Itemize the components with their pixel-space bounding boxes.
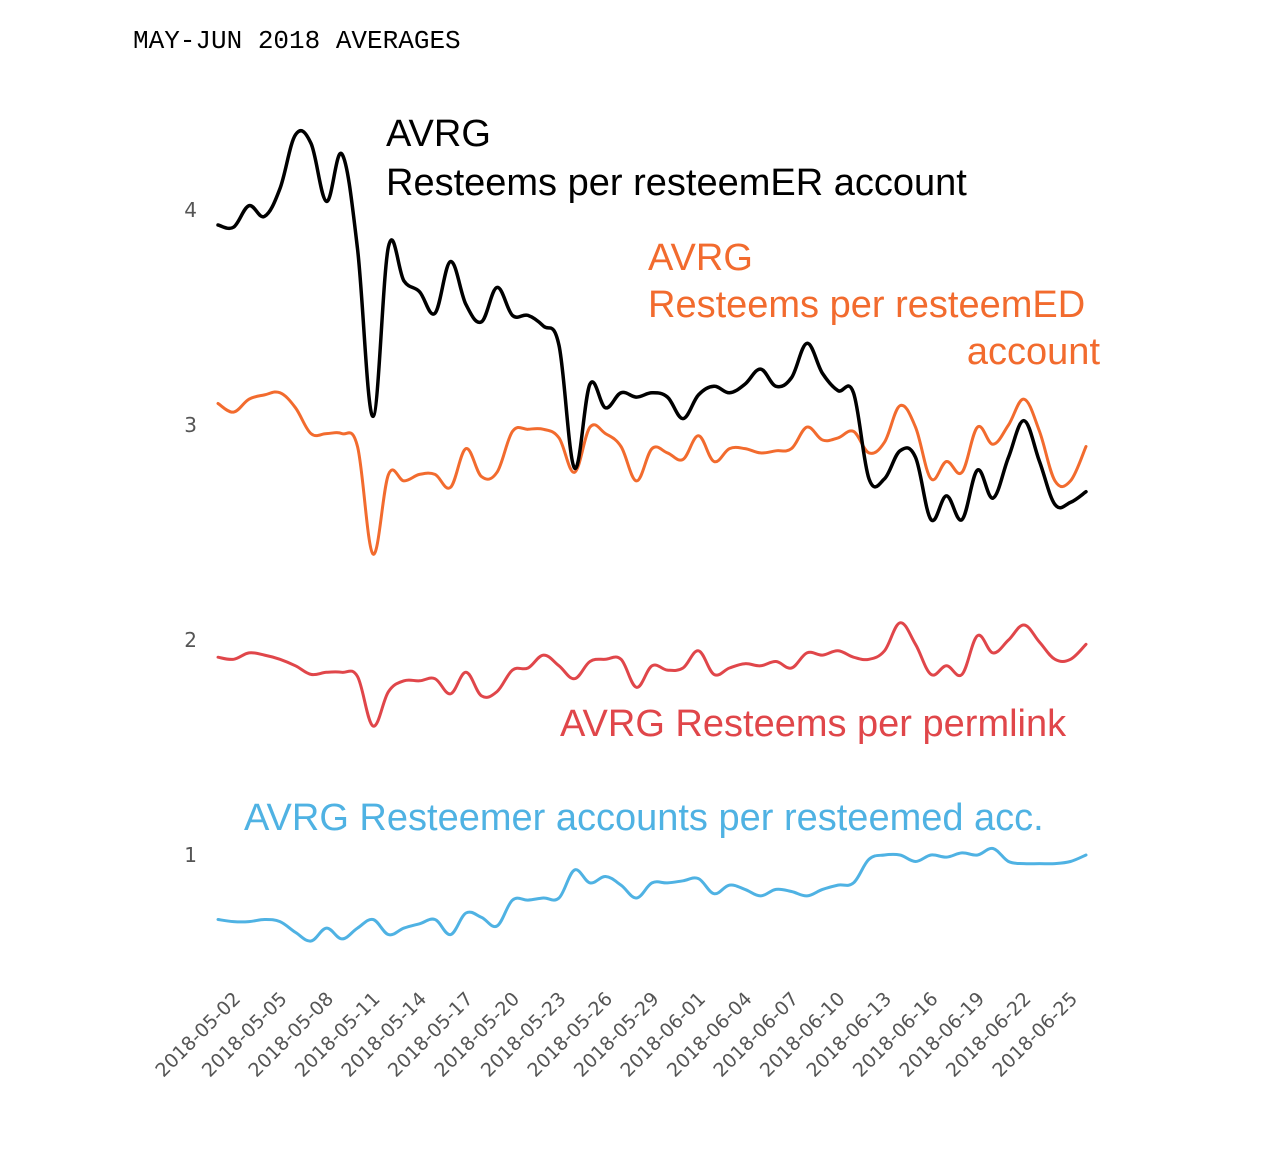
series-label-2-line-2: Resteems per resteemED [648,284,1085,326]
series-label-1-line-2: Resteems per resteemER account [386,162,967,204]
series-line-4 [216,846,1088,943]
series-line-1 [216,129,1088,523]
y-axis-ticks: 1 2 3 4 [184,198,197,867]
y-tick-label: 1 [184,843,197,867]
series-labels: AVRG Resteems per resteemER account AVRG Re… [244,113,1100,839]
y-tick-label: 2 [184,628,197,652]
chart-title: MAY-JUN 2018 AVERAGES [133,26,461,56]
series-label-2-line-1: AVRG [648,237,753,279]
series-label-1-line-1: AVRG [386,113,491,155]
series-label-4-line-1: AVRG Resteemer accounts per resteemed ac… [244,797,1044,839]
series-label-2-line-3: account [967,331,1101,373]
series-line-2 [216,390,1088,556]
series-label-3-line-1: AVRG Resteems per permlink [560,703,1067,745]
x-axis-ticks: 2018-05-022018-05-052018-05-082018-05-11… [151,988,1082,1082]
y-tick-label: 3 [184,413,197,437]
y-tick-label: 4 [184,198,197,222]
series-lines [216,129,1088,943]
series-line-3 [216,621,1088,728]
